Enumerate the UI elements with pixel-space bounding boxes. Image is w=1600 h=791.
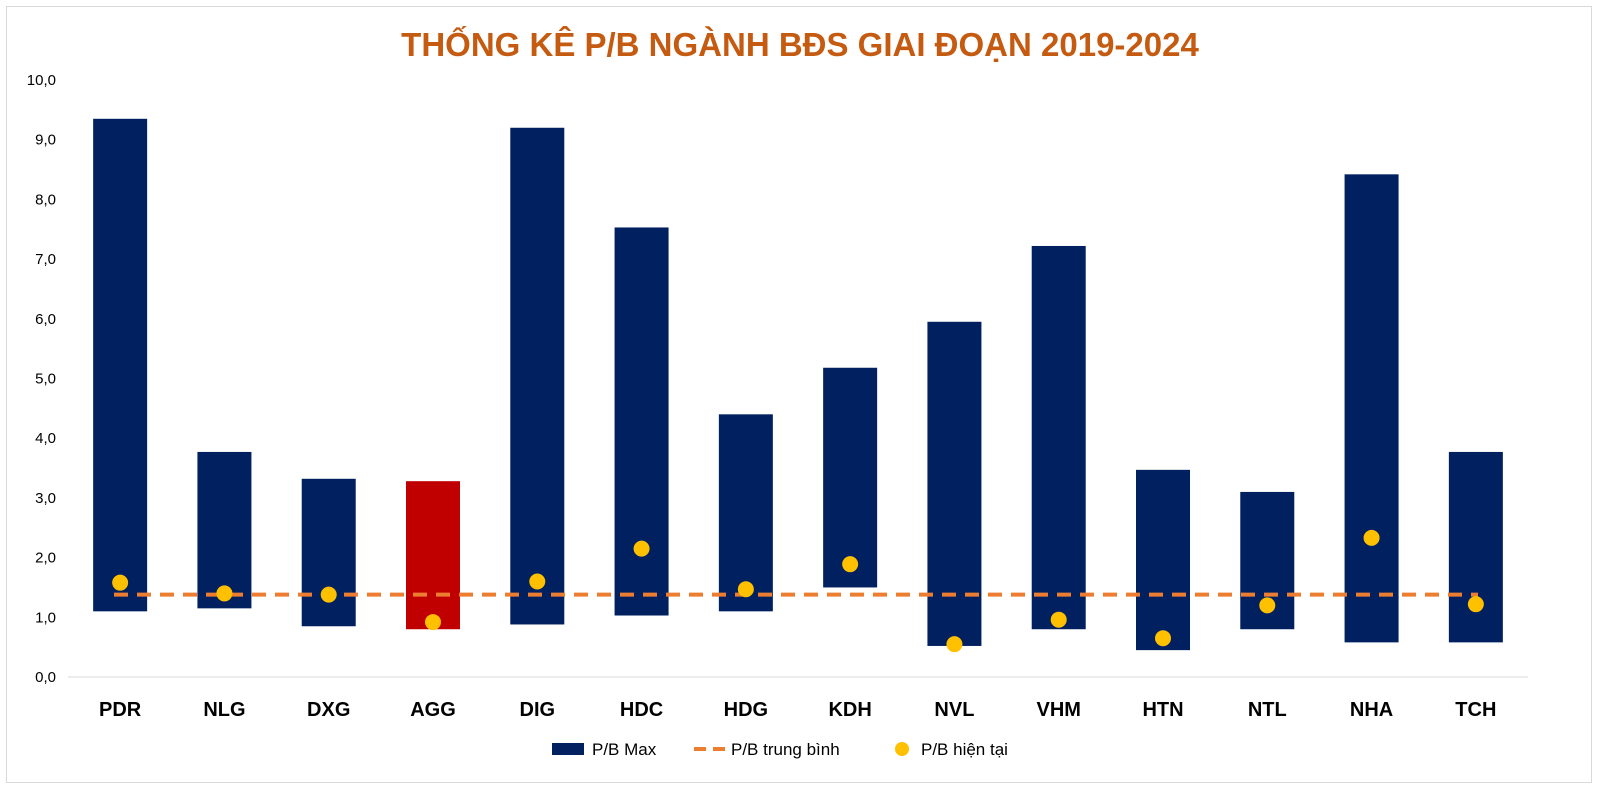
dot-hdc — [633, 540, 650, 557]
bar-nvl — [927, 321, 982, 646]
y-tick-label: 0,0 — [35, 669, 56, 686]
dot-nha — [1363, 529, 1380, 546]
bar-pdr — [93, 118, 148, 612]
y-tick-label: 2,0 — [35, 550, 56, 567]
y-tick-label: 10,0 — [27, 72, 56, 89]
y-tick-label: 7,0 — [35, 251, 56, 268]
y-tick-label: 5,0 — [35, 371, 56, 388]
bar-nha — [1344, 174, 1399, 643]
dot-ntl — [1259, 597, 1276, 614]
y-tick-label: 1,0 — [35, 609, 56, 626]
chart-frame — [6, 6, 1592, 783]
x-tick-label: NVL — [934, 699, 974, 721]
x-tick-label: NHA — [1350, 699, 1393, 721]
x-tick-label: DIG — [520, 699, 556, 721]
bar-nlg — [197, 451, 252, 609]
x-tick-label: NLG — [203, 699, 245, 721]
bar-tch — [1448, 451, 1503, 643]
bar-vhm — [1031, 245, 1086, 630]
dot-agg — [425, 614, 441, 631]
x-tick-label: VHM — [1036, 699, 1080, 721]
x-axis-ticks: PDR NLG DXG AGG DIG HDC HDG KDH NVL VHM HTN NTL NHA T… — [99, 699, 1496, 721]
y-tick-label: 4,0 — [35, 430, 56, 447]
bar-dig — [510, 127, 565, 625]
bar-agg — [406, 481, 460, 630]
x-tick-label: AGG — [410, 699, 456, 721]
legend-swatch-max — [552, 743, 584, 755]
legend-label-avg: P/B trung bình — [731, 740, 840, 759]
dot-htn — [1155, 630, 1171, 647]
bar-hdg — [718, 414, 773, 612]
x-tick-label: DXG — [307, 699, 350, 721]
legend: P/B Max P/B trung bình P/B hiện tại — [552, 740, 1008, 759]
x-tick-label: HTN — [1142, 699, 1183, 721]
x-tick-label: HDG — [724, 699, 768, 721]
current-dots-group — [112, 529, 1484, 653]
dot-tch — [1467, 596, 1484, 613]
legend-label-current: P/B hiện tại — [921, 740, 1008, 759]
dot-dig — [529, 573, 546, 590]
legend-swatch-current — [895, 742, 909, 756]
y-tick-label: 3,0 — [35, 490, 56, 507]
chart-title: THỐNG KÊ P/B NGÀNH BĐS GIAI ĐOẠN 2019-20… — [401, 26, 1199, 63]
x-tick-label: HDC — [620, 699, 663, 721]
dot-nvl — [946, 636, 963, 653]
bar-htn — [1136, 469, 1190, 651]
x-tick-label: NTL — [1248, 699, 1287, 721]
bar-hdc — [614, 227, 669, 616]
x-tick-label: KDH — [828, 699, 871, 721]
x-tick-label: PDR — [99, 699, 142, 721]
bar-dxg — [301, 478, 356, 627]
dot-dxg — [320, 586, 337, 603]
y-tick-label: 8,0 — [35, 191, 56, 208]
bar-kdh — [823, 367, 878, 588]
y-axis-ticks: 0,0 1,0 2,0 3,0 4,0 5,0 6,0 7,0 8,0 9,0 10,0 — [27, 72, 56, 686]
legend-label-max: P/B Max — [592, 740, 657, 759]
x-tick-label: TCH — [1455, 699, 1496, 721]
dot-nlg — [216, 585, 233, 602]
dot-hdg — [737, 581, 754, 598]
bars-group — [93, 118, 1503, 651]
dot-kdh — [842, 556, 859, 573]
y-tick-label: 6,0 — [35, 311, 56, 328]
dot-pdr — [112, 574, 129, 591]
y-tick-label: 9,0 — [35, 132, 56, 149]
dot-vhm — [1050, 611, 1067, 628]
